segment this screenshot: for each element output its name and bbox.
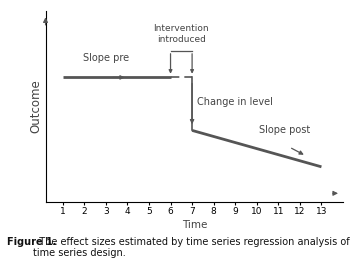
Text: The effect sizes estimated by time series regression analysis of an interrupted
: The effect sizes estimated by time serie… (33, 237, 350, 258)
X-axis label: Time: Time (182, 220, 207, 230)
Text: Change in level: Change in level (197, 97, 273, 107)
Text: Slope pre: Slope pre (83, 53, 129, 62)
Text: Figure 1.: Figure 1. (7, 237, 56, 247)
Text: Intervention
introduced: Intervention introduced (154, 24, 209, 44)
Y-axis label: Outcome: Outcome (30, 80, 43, 133)
Text: Slope post: Slope post (259, 125, 310, 135)
